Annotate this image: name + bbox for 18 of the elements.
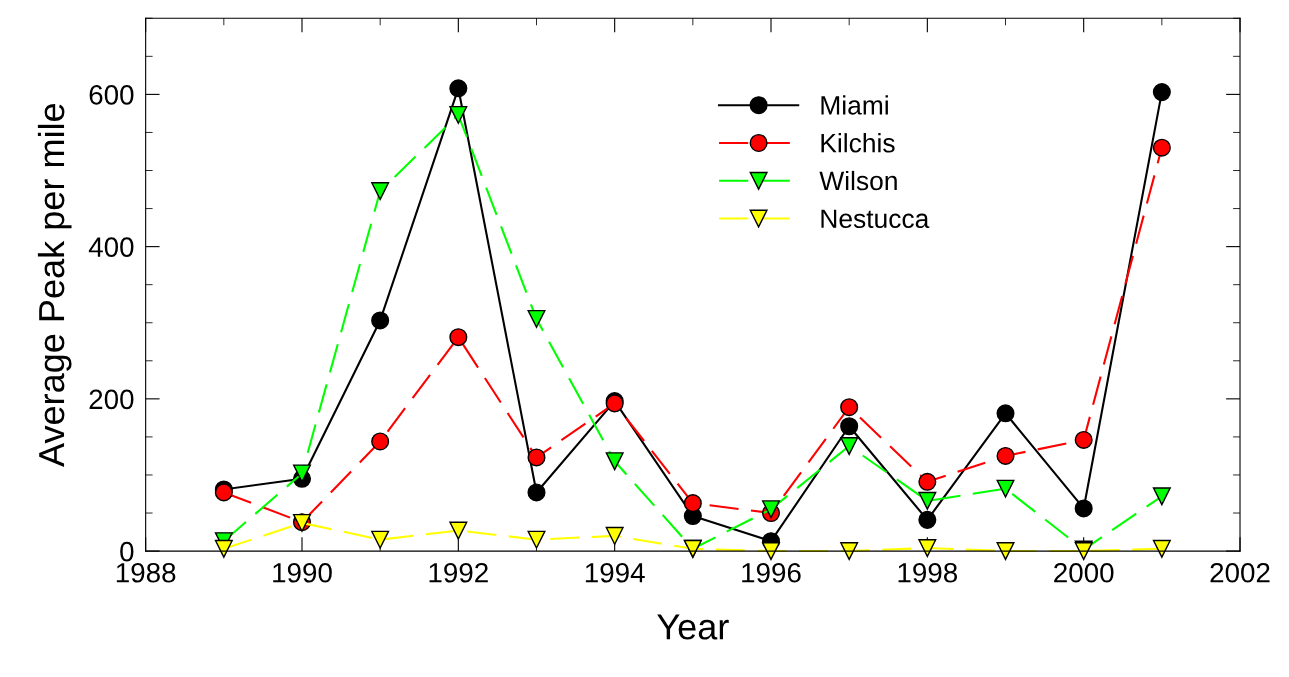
- x-axis-title: Year: [657, 614, 729, 640]
- x-tick-label: 1996: [742, 562, 801, 583]
- y-tick-label: 200: [89, 389, 134, 410]
- y-tick-label: 600: [89, 85, 134, 105]
- legend-label: Kilchis: [821, 133, 895, 153]
- x-tick-label: 1994: [585, 562, 645, 583]
- y-tick-label: 0: [120, 541, 134, 562]
- legend-label: Miami: [821, 95, 888, 115]
- x-tick-label: 1988: [116, 562, 176, 583]
- y-tick-label: 400: [88, 237, 134, 257]
- y-axis-title: Average Peak per mile: [37, 103, 72, 467]
- x-tick-label: 2000: [1054, 562, 1114, 583]
- x-tick-label: 1990: [273, 562, 332, 583]
- x-tick-label: 2002: [1210, 562, 1270, 583]
- legend-label: Wilson: [819, 170, 897, 191]
- x-tick-label: 1998: [898, 562, 958, 583]
- x-tick-label: 1992: [429, 562, 488, 583]
- legend-label: Nestucca: [821, 209, 930, 229]
